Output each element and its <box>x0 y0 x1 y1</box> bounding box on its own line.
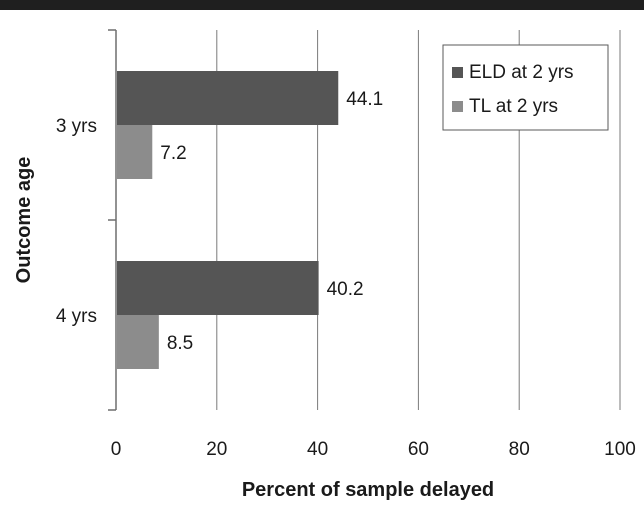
y-category-label: 3 yrs <box>56 116 97 137</box>
axes <box>108 29 117 411</box>
legend: ELD at 2 yrs TL at 2 yrs <box>442 44 609 131</box>
bar-eld <box>117 71 339 125</box>
x-tick-label: 0 <box>111 439 122 460</box>
legend-swatch-eld <box>452 67 463 78</box>
y-category-label: 4 yrs <box>56 306 97 327</box>
legend-box <box>442 44 609 131</box>
x-tick-label: 80 <box>509 439 530 460</box>
x-tick-label: 100 <box>604 439 636 460</box>
bar-value-label: 40.2 <box>327 279 364 300</box>
bar-value-label: 44.1 <box>346 89 383 110</box>
x-tick-label: 60 <box>408 439 429 460</box>
tick-labels: 0 20 40 60 80 100 3 yrs 4 yrs <box>56 116 636 460</box>
legend-swatch-tl <box>452 101 463 112</box>
legend-label-eld: ELD at 2 yrs <box>469 62 574 83</box>
bar-eld <box>117 261 319 315</box>
bar-value-label: 8.5 <box>167 333 193 354</box>
bar-value-label: 7.2 <box>160 143 186 164</box>
gridlines <box>216 30 621 410</box>
x-tick-label: 40 <box>307 439 328 460</box>
bar-tl <box>117 315 159 369</box>
data-labels: 44.1 7.2 40.2 8.5 <box>160 89 383 354</box>
bar-tl <box>117 125 153 179</box>
y-axis-title: Outcome age <box>13 157 35 284</box>
x-axis-title: Percent of sample delayed <box>242 479 494 501</box>
x-tick-label: 20 <box>206 439 227 460</box>
legend-label-tl: TL at 2 yrs <box>469 96 558 117</box>
bars <box>117 71 339 369</box>
top-rule <box>0 0 644 10</box>
